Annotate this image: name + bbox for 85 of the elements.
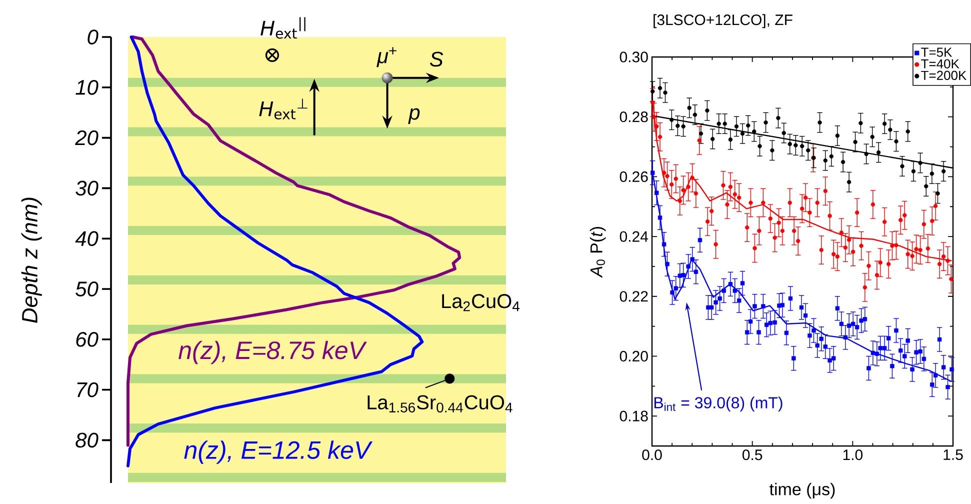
y-tick-label: 70 — [77, 382, 98, 398]
y-tick-label: 0.28 — [620, 112, 648, 122]
point — [800, 144, 804, 148]
point — [734, 124, 739, 129]
y-tick-label: 0.22 — [620, 291, 648, 302]
point — [941, 169, 946, 174]
point — [728, 137, 733, 142]
annotation: B$_{int}$ = 39.0(8) (mT) — [654, 396, 782, 412]
point — [698, 132, 704, 136]
point — [670, 118, 674, 122]
point — [758, 144, 762, 148]
y-tick-label: 80 — [76, 432, 98, 448]
y-tick-label: 0.26 — [620, 171, 648, 182]
point — [663, 90, 668, 95]
point — [806, 148, 810, 152]
point — [710, 136, 715, 142]
point — [676, 124, 680, 128]
point — [788, 142, 792, 146]
point — [900, 164, 904, 168]
annotation: μ$^{+}$ — [376, 47, 396, 68]
annotation: S — [430, 52, 444, 67]
point — [936, 191, 940, 196]
point — [829, 154, 834, 158]
x-axis-title: time (μs) — [770, 482, 835, 499]
legend-label: T=40K — [921, 59, 960, 68]
point — [740, 132, 745, 136]
series-label: n(z), E=8.75 keV — [178, 340, 367, 364]
point — [658, 86, 662, 90]
point — [835, 134, 840, 138]
annotation: La$_{2}$CuO$_{4}$ — [442, 294, 520, 312]
x-tick-label: 1.0 — [843, 450, 863, 460]
annotation: p — [408, 108, 420, 124]
x-tick-label: 0.5 — [742, 450, 762, 460]
point — [823, 158, 828, 163]
point — [782, 130, 786, 136]
point — [864, 152, 868, 156]
legend-label: T=5K — [921, 48, 952, 57]
point — [853, 140, 858, 144]
y-tick-label: 50 — [76, 282, 98, 296]
point — [906, 129, 910, 134]
y-tick-label: 0.24 — [620, 231, 648, 242]
point — [764, 120, 768, 125]
y-tick-label: 0 — [88, 30, 98, 44]
point — [818, 120, 822, 125]
annotation: H$_{ext}$⊥ — [259, 98, 308, 120]
y-tick-label: 0.30 — [620, 52, 648, 62]
point — [882, 122, 887, 126]
point — [692, 112, 698, 117]
point — [681, 124, 686, 129]
point — [746, 123, 750, 128]
point — [752, 129, 756, 134]
point — [722, 122, 727, 126]
y-tick-label: 20 — [74, 130, 98, 146]
point — [705, 108, 710, 113]
y-axis-title: A$_{0}$ P(t) — [590, 226, 606, 278]
y-tick-label: 0.20 — [620, 350, 648, 362]
annotation: H$_{ext}$|| — [260, 17, 306, 39]
point — [888, 128, 892, 132]
point — [894, 139, 898, 144]
legend-label: T=200K — [921, 70, 967, 80]
point — [776, 116, 780, 120]
point — [930, 172, 934, 176]
chart-title: [3LSCO+12LCO], ZF — [654, 14, 792, 28]
y-tick-label: 60 — [76, 332, 98, 347]
point — [911, 169, 916, 174]
y-tick-label: 0.18 — [620, 410, 648, 422]
point — [716, 122, 721, 126]
x-tick-label: 0.0 — [642, 450, 662, 460]
point — [840, 160, 846, 164]
point — [794, 143, 798, 148]
y-axis-title: Depth z (nm) — [21, 198, 42, 323]
point — [876, 150, 881, 155]
point — [870, 134, 874, 139]
point — [918, 160, 922, 166]
y-tick-label: 30 — [76, 180, 98, 196]
y-tick-label: 10 — [76, 80, 98, 95]
point — [846, 180, 852, 184]
series-label: n(z), E=12.5 keV — [184, 440, 373, 464]
annotation: La$_{1.56}$Sr$_{0.44}$CuO$_{4}$ — [368, 395, 512, 412]
point — [770, 148, 774, 152]
point — [858, 121, 863, 126]
x-tick-label: 1.5 — [944, 450, 963, 460]
point — [924, 184, 928, 188]
y-tick-label: 40 — [75, 231, 98, 246]
point — [687, 106, 692, 110]
